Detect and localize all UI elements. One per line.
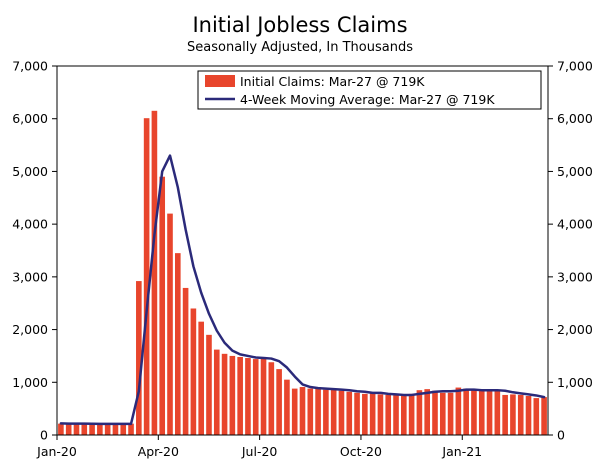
bar-initial-claims [369,393,376,435]
bar-initial-claims [447,392,454,435]
series-line-moving-average [59,154,546,426]
bar-initial-claims [354,392,360,435]
x-axis: Jan-20 Apr-20 Jul-20 Oct-20 Jan-21 [36,435,482,459]
y-tick-label-right: 7,000 [557,59,593,74]
bar-initial-claims [58,423,64,435]
y-tick-label-right: 1,000 [557,375,593,390]
bar-initial-claims [175,253,181,435]
bar-initial-claims [494,389,501,435]
y-tick-label-right: 6,000 [557,111,593,126]
bar-initial-claims [315,388,321,435]
x-tick-label: Jan-21 [441,444,482,459]
bar-initial-claims [120,423,127,435]
bar-initial-claims [307,388,314,435]
bar-initial-claims [533,398,540,435]
y-tick-label-right: 5,000 [557,164,593,179]
bar-initial-claims [377,394,384,435]
y-tick-label-right: 0 [557,428,565,443]
y-tick-label-left: 0 [40,428,48,443]
legend-label-moving-average: 4-Week Moving Average: Mar-27 @ 719K [240,92,495,107]
bar-initial-claims [260,356,267,435]
bar-initial-claims [525,395,532,435]
bar-initial-claims [151,110,158,435]
bar-initial-claims [206,334,212,435]
bar-initial-claims [338,390,345,435]
bar-initial-claims [346,391,353,435]
bars-group [58,110,547,435]
bar-initial-claims [81,423,88,435]
bar-initial-claims [416,390,423,435]
bar-initial-claims [237,356,243,435]
y-tick-label-left: 5,000 [12,164,48,179]
bar-initial-claims [190,308,197,435]
legend-label-initial-claims: Initial Claims: Mar-27 @ 719K [240,74,425,89]
bar-initial-claims [143,118,150,435]
chart-subtitle: Seasonally Adjusted, In Thousands [187,40,413,55]
bar-initial-claims [502,394,508,435]
bar-initial-claims [455,387,462,435]
y-tick-label-left: 6,000 [12,111,48,126]
x-tick-label: Jul-20 [241,444,278,459]
y-tick-label-left: 2,000 [12,322,48,337]
bar-initial-claims [284,379,290,435]
bar-initial-claims [229,355,236,435]
bar-initial-claims [97,424,103,435]
bar-initial-claims [128,423,134,435]
bar-initial-claims [541,397,547,435]
bar-initial-claims [252,359,259,435]
y-tick-label-left: 4,000 [12,217,48,232]
bar-initial-claims [73,423,80,435]
y-tick-label-right: 2,000 [557,322,593,337]
legend: Initial Claims: Mar-27 @ 719K 4-Week Mov… [197,70,542,110]
x-tick-label: Oct-20 [340,444,382,459]
bar-initial-claims [362,393,368,435]
bar-initial-claims [323,389,329,435]
bar-initial-claims [517,394,524,435]
y-tick-label-left: 1,000 [12,375,48,390]
bar-initial-claims [65,423,72,435]
bar-initial-claims [213,349,220,435]
bar-initial-claims [268,362,275,435]
bar-initial-claims [385,394,392,435]
bar-initial-claims [510,394,516,435]
bar-initial-claims [463,388,469,435]
bar-initial-claims [408,393,415,435]
bar-initial-claims [221,353,228,435]
legend-swatch-initial-claims [205,75,235,87]
y-axis-right: 0 1,000 2,000 3,000 4,000 5,000 6,000 7,000 [548,59,593,443]
bar-initial-claims [478,390,485,435]
x-tick-label: Apr-20 [138,444,179,459]
bar-initial-claims [424,389,430,435]
bar-initial-claims [330,389,337,435]
bar-initial-claims [401,394,407,435]
bar-initial-claims [104,423,111,435]
bar-initial-claims [471,389,477,435]
bar-initial-claims [112,423,119,435]
bar-initial-claims [167,213,173,435]
bar-initial-claims [439,392,446,435]
line-group [59,154,546,426]
y-tick-label-right: 3,000 [557,269,593,284]
bar-initial-claims [393,394,399,435]
y-axis-left: 0 1,000 2,000 3,000 4,000 5,000 6,000 7,000 [12,59,57,443]
bar-initial-claims [486,390,493,435]
chart-title: Initial Jobless Claims [192,13,407,37]
bar-initial-claims [136,281,142,435]
bar-initial-claims [245,358,251,435]
bar-initial-claims [182,287,189,435]
y-tick-label-left: 3,000 [12,269,48,284]
bar-initial-claims [432,390,438,435]
bar-initial-claims [198,321,204,435]
bar-initial-claims [299,387,306,435]
y-tick-label-left: 7,000 [12,59,48,74]
plot-frame [56,65,549,436]
bar-initial-claims [159,176,166,435]
bar-initial-claims [89,423,95,435]
y-tick-label-right: 4,000 [557,217,593,232]
bar-initial-claims [276,369,282,435]
x-tick-label: Jan-20 [36,444,77,459]
bar-initial-claims [291,388,298,435]
legend-box [197,70,542,110]
